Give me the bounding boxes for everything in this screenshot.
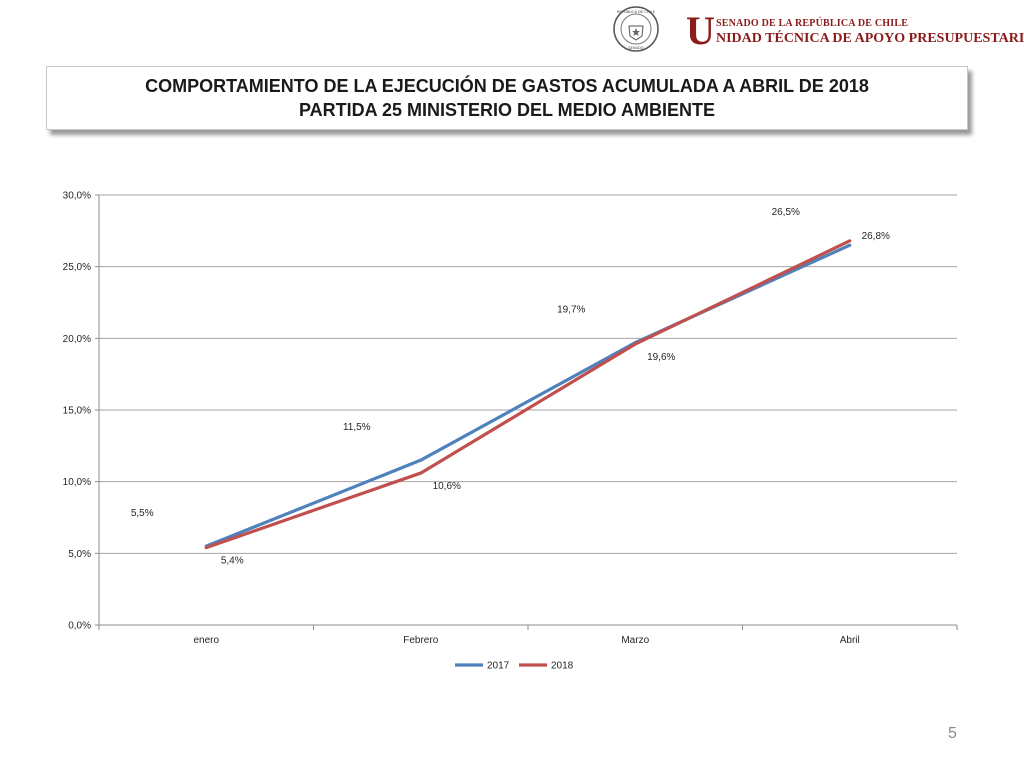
data-label-2017: 5,5% xyxy=(131,508,154,519)
page-number: 5 xyxy=(948,725,957,742)
data-label-2018: 26,8% xyxy=(862,231,890,242)
legend-label-2017: 2017 xyxy=(487,661,510,672)
seal-text-bottom: SENADO xyxy=(628,46,643,50)
seal-text-top: REPÚBLICA DE CHILE xyxy=(617,9,656,14)
title-line-2: PARTIDA 25 MINISTERIO DEL MEDIO AMBIENTE xyxy=(298,100,716,120)
data-label-2018: 19,6% xyxy=(647,352,675,363)
y-tick-label: 30,0% xyxy=(63,191,91,202)
y-tick-label: 5,0% xyxy=(68,549,91,560)
brand-letter: U xyxy=(686,8,715,53)
series-line-2017 xyxy=(204,243,852,548)
brand-bottom-text: NIDAD TÉCNICA DE APOYO PRESUPUESTARIO xyxy=(716,31,1024,46)
y-tick-label: 25,0% xyxy=(63,262,91,273)
y-tick-label: 10,0% xyxy=(63,477,91,488)
y-tick-label: 20,0% xyxy=(63,334,91,345)
senate-seal-icon: REPÚBLICA DE CHILE SENADO xyxy=(613,6,659,52)
title-line-1: COMPORTAMIENTO DE LA EJECUCIÓN DE GASTOS… xyxy=(145,76,869,96)
header-logo: REPÚBLICA DE CHILE SENADO U SENADO DE LA… xyxy=(612,5,1024,55)
x-tick-label: Febrero xyxy=(403,635,438,646)
data-label-2018: 5,4% xyxy=(221,556,244,567)
brand-top-text: SENADO DE LA REPÚBLICA DE CHILE xyxy=(716,18,909,29)
x-tick-label: Marzo xyxy=(621,635,649,646)
data-label-2018: 10,6% xyxy=(433,481,461,492)
y-tick-label: 15,0% xyxy=(63,406,91,417)
y-tick-label: 0,0% xyxy=(68,621,91,632)
data-label-2017: 11,5% xyxy=(343,422,371,433)
data-label-2017: 26,5% xyxy=(772,207,800,218)
legend-label-2018: 2018 xyxy=(551,661,574,672)
x-tick-label: enero xyxy=(193,635,219,646)
data-label-2017: 19,7% xyxy=(557,305,585,316)
x-tick-label: Abril xyxy=(840,635,860,646)
title-box: COMPORTAMIENTO DE LA EJECUCIÓN DE GASTOS… xyxy=(46,66,968,130)
series-line-2018 xyxy=(204,239,852,550)
